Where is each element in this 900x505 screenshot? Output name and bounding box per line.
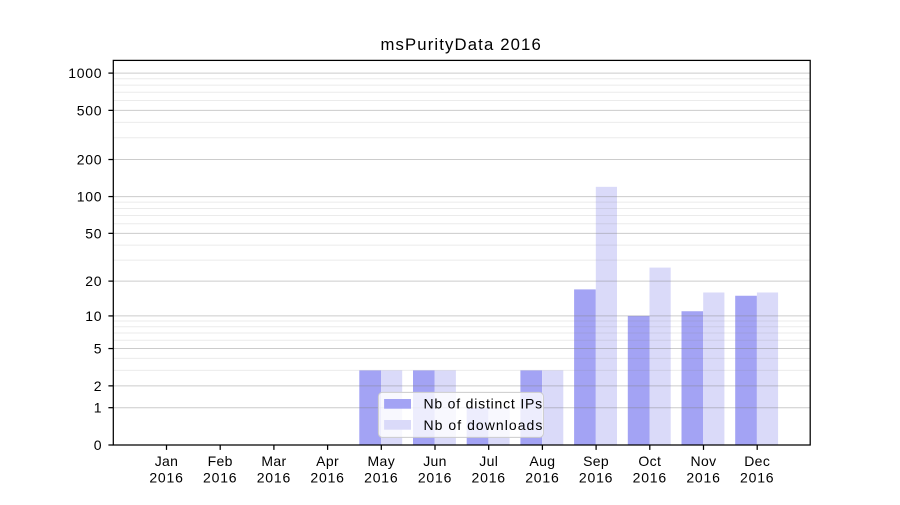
svg-text:0: 0 xyxy=(94,437,103,453)
svg-text:2016: 2016 xyxy=(472,469,506,485)
svg-text:Nov: Nov xyxy=(691,453,717,469)
svg-text:Feb: Feb xyxy=(208,453,233,469)
svg-text:2016: 2016 xyxy=(525,469,559,485)
svg-text:Aug: Aug xyxy=(529,453,555,469)
svg-text:Mar: Mar xyxy=(261,453,286,469)
svg-text:Dec: Dec xyxy=(744,453,770,469)
svg-text:Oct: Oct xyxy=(638,453,661,469)
svg-text:500: 500 xyxy=(77,102,102,118)
svg-text:Nb of downloads: Nb of downloads xyxy=(424,417,544,433)
svg-text:2016: 2016 xyxy=(257,469,291,485)
svg-text:2016: 2016 xyxy=(633,469,667,485)
svg-text:2016: 2016 xyxy=(149,469,183,485)
svg-text:2016: 2016 xyxy=(740,469,774,485)
svg-text:Jan: Jan xyxy=(155,453,179,469)
svg-text:May: May xyxy=(368,453,396,469)
svg-text:1000: 1000 xyxy=(68,65,102,81)
svg-text:2016: 2016 xyxy=(364,469,398,485)
svg-text:Nb of distinct IPs: Nb of distinct IPs xyxy=(424,395,543,411)
svg-text:2016: 2016 xyxy=(310,469,344,485)
svg-text:2016: 2016 xyxy=(686,469,720,485)
svg-text:2016: 2016 xyxy=(418,469,452,485)
svg-text:50: 50 xyxy=(85,225,102,241)
svg-text:Jul: Jul xyxy=(479,453,498,469)
svg-text:Jun: Jun xyxy=(423,453,447,469)
svg-text:2016: 2016 xyxy=(203,469,237,485)
svg-text:1: 1 xyxy=(94,400,103,416)
svg-text:2: 2 xyxy=(94,378,103,394)
svg-text:200: 200 xyxy=(77,151,102,167)
svg-text:msPurityData 2016: msPurityData 2016 xyxy=(380,35,541,54)
svg-text:Sep: Sep xyxy=(583,453,609,469)
svg-text:100: 100 xyxy=(77,188,102,204)
svg-text:20: 20 xyxy=(85,273,102,289)
svg-text:Apr: Apr xyxy=(316,453,339,469)
svg-text:10: 10 xyxy=(85,308,102,324)
svg-text:2016: 2016 xyxy=(579,469,613,485)
svg-text:5: 5 xyxy=(94,340,103,356)
